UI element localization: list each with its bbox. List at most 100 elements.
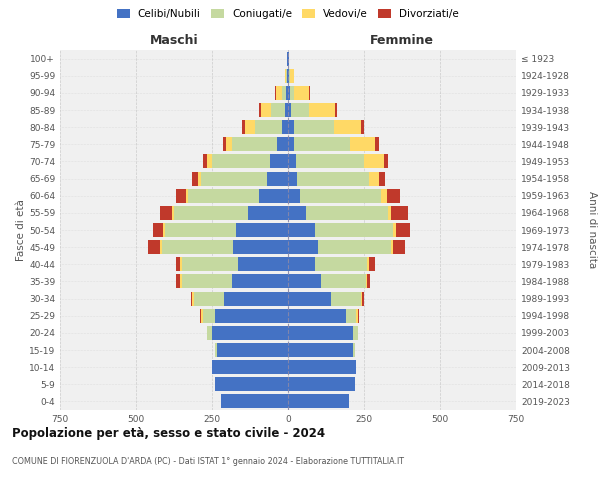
Bar [384, 154, 388, 168]
Bar [353, 326, 358, 340]
Bar [300, 188, 381, 202]
Bar [212, 360, 288, 374]
Bar [391, 240, 393, 254]
Bar [288, 394, 349, 408]
Bar [367, 258, 368, 272]
Bar [199, 172, 202, 185]
Bar [356, 308, 358, 322]
Bar [353, 343, 355, 357]
Bar [361, 120, 364, 134]
Bar [160, 240, 162, 254]
Bar [203, 154, 208, 168]
Bar [387, 188, 400, 202]
Bar [319, 240, 391, 254]
Bar [260, 103, 271, 117]
Bar [306, 206, 388, 220]
Bar [224, 292, 288, 306]
Bar [259, 188, 288, 202]
Bar [393, 223, 396, 237]
Bar [191, 292, 192, 306]
Bar [288, 378, 355, 392]
Bar [297, 172, 368, 185]
Bar [288, 68, 289, 82]
Bar [288, 172, 297, 185]
Bar [277, 138, 288, 151]
Bar [223, 138, 226, 151]
Bar [221, 394, 288, 408]
Bar [290, 86, 294, 100]
Bar [367, 274, 370, 288]
Bar [165, 223, 236, 237]
Bar [162, 240, 233, 254]
Bar [186, 188, 188, 202]
Bar [212, 154, 270, 168]
Bar [288, 86, 290, 100]
Bar [288, 188, 300, 202]
Bar [248, 206, 288, 220]
Bar [160, 206, 172, 220]
Bar [188, 188, 259, 202]
Bar [288, 138, 294, 151]
Bar [282, 86, 286, 100]
Bar [288, 360, 356, 374]
Bar [245, 120, 254, 134]
Bar [364, 154, 384, 168]
Bar [362, 292, 364, 306]
Bar [202, 308, 203, 322]
Legend: Celibi/Nubili, Coniugati/e, Vedovi/e, Divorziati/e: Celibi/Nubili, Coniugati/e, Vedovi/e, Di… [113, 5, 463, 24]
Bar [396, 223, 410, 237]
Bar [176, 188, 186, 202]
Bar [194, 292, 224, 306]
Bar [294, 138, 350, 151]
Bar [200, 308, 202, 322]
Bar [282, 120, 288, 134]
Bar [215, 378, 288, 392]
Bar [182, 258, 238, 272]
Bar [242, 120, 245, 134]
Bar [288, 343, 353, 357]
Bar [288, 120, 294, 134]
Bar [174, 206, 248, 220]
Text: COMUNE DI FIORENZUOLA D'ARDA (PC) - Dati ISTAT 1° gennaio 2024 - Elaborazione TU: COMUNE DI FIORENZUOLA D'ARDA (PC) - Dati… [12, 458, 404, 466]
Bar [288, 103, 291, 117]
Bar [236, 223, 288, 237]
Bar [350, 138, 374, 151]
Bar [288, 292, 331, 306]
Bar [288, 326, 353, 340]
Bar [254, 120, 282, 134]
Bar [275, 86, 276, 100]
Bar [393, 240, 405, 254]
Bar [374, 138, 379, 151]
Bar [287, 52, 288, 66]
Bar [288, 223, 316, 237]
Y-axis label: Fasce di età: Fasce di età [16, 199, 26, 261]
Bar [288, 52, 289, 66]
Bar [208, 154, 212, 168]
Bar [276, 86, 282, 100]
Bar [361, 292, 362, 306]
Text: Popolazione per età, sesso e stato civile - 2024: Popolazione per età, sesso e stato civil… [12, 428, 325, 440]
Bar [289, 68, 290, 82]
Bar [290, 68, 294, 82]
Bar [358, 308, 359, 322]
Bar [233, 240, 288, 254]
Bar [335, 103, 337, 117]
Bar [208, 326, 212, 340]
Bar [288, 154, 296, 168]
Bar [215, 343, 217, 357]
Bar [202, 172, 267, 185]
Bar [365, 274, 367, 288]
Bar [288, 258, 316, 272]
Bar [215, 308, 288, 322]
Bar [288, 308, 346, 322]
Bar [259, 103, 260, 117]
Bar [176, 274, 180, 288]
Bar [192, 292, 194, 306]
Text: Maschi: Maschi [149, 34, 199, 46]
Bar [180, 274, 182, 288]
Bar [286, 86, 288, 100]
Bar [172, 206, 174, 220]
Bar [217, 343, 288, 357]
Bar [232, 274, 288, 288]
Bar [232, 138, 277, 151]
